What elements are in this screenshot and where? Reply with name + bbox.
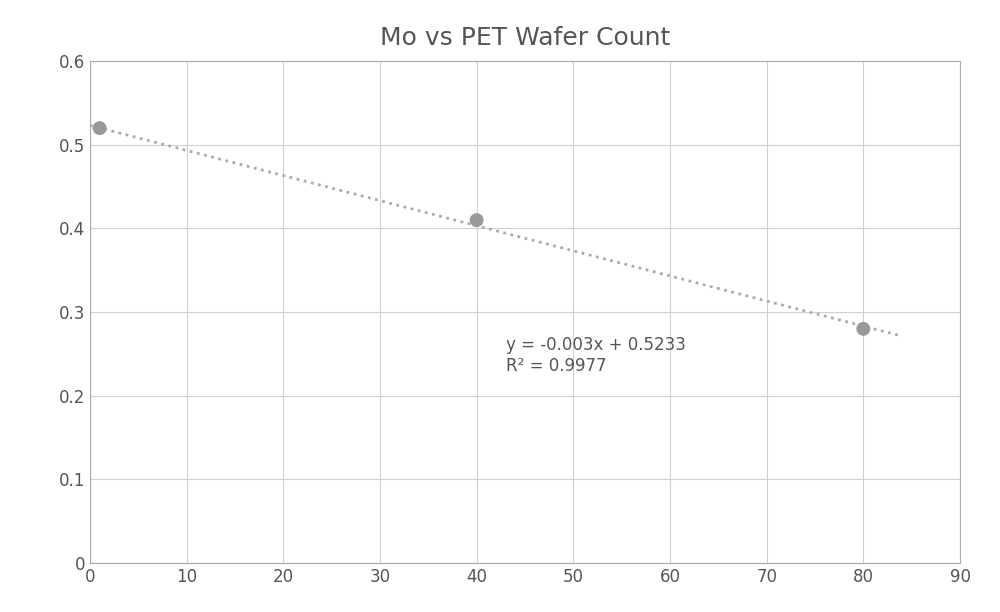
- Title: Mo vs PET Wafer Count: Mo vs PET Wafer Count: [380, 26, 670, 50]
- Point: [855, 324, 871, 334]
- Text: y = -0.003x + 0.5233
R² = 0.9977: y = -0.003x + 0.5233 R² = 0.9977: [506, 336, 686, 375]
- Point: [469, 215, 485, 225]
- Point: [92, 123, 108, 133]
